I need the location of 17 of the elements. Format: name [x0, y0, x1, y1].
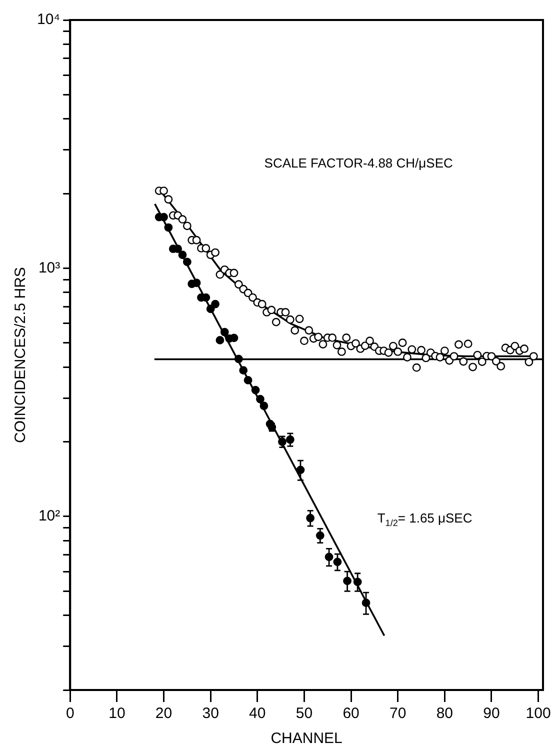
- x-tick-label: 90: [483, 705, 500, 722]
- x-tick-label: 60: [342, 705, 360, 722]
- x-tick-label: 10: [108, 705, 126, 722]
- y-tick-label: 10⁴: [36, 11, 60, 28]
- y-tick-label: 10²: [38, 508, 60, 525]
- annotation: SCALE FACTOR-4.88 CH/μSEC: [264, 156, 453, 171]
- x-tick-label: 80: [436, 705, 454, 722]
- x-axis-title: CHANNEL: [270, 730, 342, 748]
- x-tick-label: 100: [526, 705, 551, 722]
- x-tick-label: 40: [249, 705, 266, 722]
- y-tick-label: 10³: [38, 259, 60, 276]
- x-tick-label: 50: [296, 705, 313, 722]
- x-tick-label: 70: [390, 705, 406, 722]
- x-tick-label: 0: [66, 705, 74, 722]
- x-tick-label: 20: [155, 705, 172, 722]
- y-axis-title: COINCIDENCES/2.5 HRS: [12, 267, 30, 443]
- x-tick-label: 30: [202, 705, 219, 722]
